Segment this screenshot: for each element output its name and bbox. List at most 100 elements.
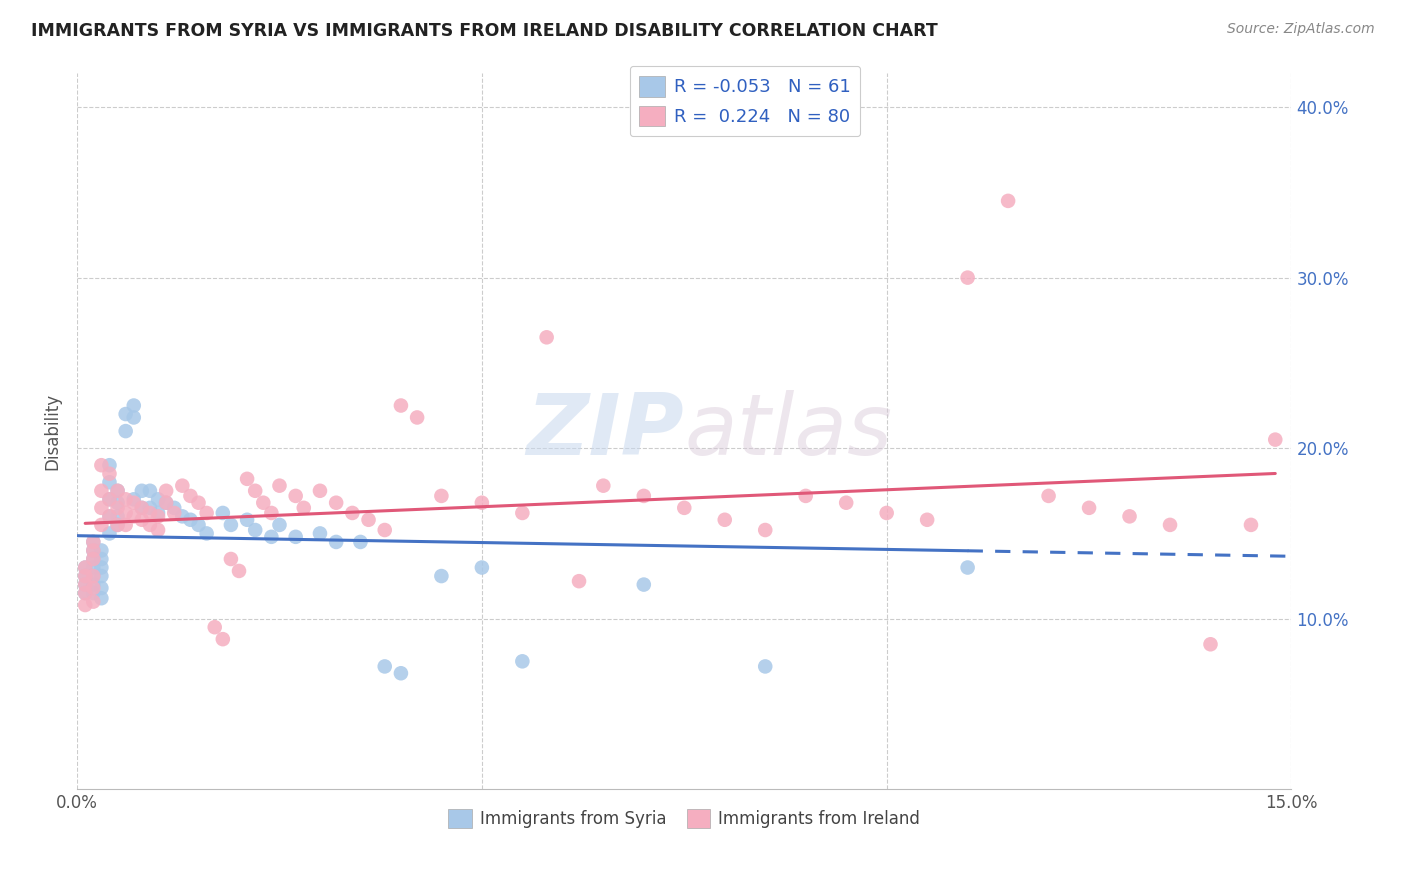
Point xyxy=(114,517,136,532)
Point xyxy=(75,569,97,583)
Point xyxy=(252,496,274,510)
Point xyxy=(107,517,129,532)
Point xyxy=(82,535,104,549)
Point xyxy=(309,483,332,498)
Point xyxy=(956,560,979,574)
Point xyxy=(107,500,129,515)
Point xyxy=(98,475,121,490)
Point xyxy=(122,496,145,510)
Point xyxy=(90,543,112,558)
Point xyxy=(131,513,153,527)
Point xyxy=(260,506,283,520)
Point xyxy=(155,496,177,510)
Point xyxy=(122,399,145,413)
Point xyxy=(82,543,104,558)
Y-axis label: Disability: Disability xyxy=(44,392,60,470)
Point xyxy=(754,523,776,537)
Point xyxy=(236,513,259,527)
Point xyxy=(389,666,412,681)
Point xyxy=(245,523,267,537)
Point xyxy=(98,492,121,507)
Point xyxy=(146,509,169,524)
Point xyxy=(1038,489,1060,503)
Point xyxy=(835,496,858,510)
Point xyxy=(374,659,396,673)
Point xyxy=(131,500,153,515)
Point xyxy=(592,478,614,492)
Text: atlas: atlas xyxy=(685,390,893,473)
Point xyxy=(82,594,104,608)
Point xyxy=(98,509,121,524)
Point xyxy=(325,496,347,510)
Point xyxy=(82,577,104,591)
Point xyxy=(146,506,169,520)
Point xyxy=(211,632,233,647)
Point xyxy=(75,586,97,600)
Point xyxy=(187,517,209,532)
Point xyxy=(179,489,201,503)
Point xyxy=(90,591,112,606)
Point xyxy=(114,424,136,438)
Point xyxy=(349,535,371,549)
Text: ZIP: ZIP xyxy=(527,390,685,473)
Point xyxy=(90,458,112,473)
Point xyxy=(1264,433,1286,447)
Point xyxy=(471,496,494,510)
Point xyxy=(195,526,218,541)
Point xyxy=(122,509,145,524)
Point xyxy=(269,478,291,492)
Point xyxy=(430,489,453,503)
Point xyxy=(536,330,558,344)
Point xyxy=(211,506,233,520)
Point xyxy=(204,620,226,634)
Point xyxy=(107,483,129,498)
Point xyxy=(179,513,201,527)
Point xyxy=(75,560,97,574)
Point xyxy=(82,569,104,583)
Point xyxy=(673,500,696,515)
Point xyxy=(139,483,162,498)
Point xyxy=(139,517,162,532)
Point xyxy=(1240,517,1263,532)
Point xyxy=(82,569,104,583)
Point xyxy=(195,506,218,520)
Point xyxy=(75,569,97,583)
Point xyxy=(139,500,162,515)
Point xyxy=(163,506,186,520)
Text: IMMIGRANTS FROM SYRIA VS IMMIGRANTS FROM IRELAND DISABILITY CORRELATION CHART: IMMIGRANTS FROM SYRIA VS IMMIGRANTS FROM… xyxy=(31,22,938,40)
Point xyxy=(292,500,315,515)
Point xyxy=(75,577,97,591)
Point xyxy=(75,586,97,600)
Point xyxy=(122,410,145,425)
Point xyxy=(915,513,938,527)
Point xyxy=(82,581,104,595)
Point xyxy=(90,560,112,574)
Point xyxy=(309,526,332,541)
Point xyxy=(633,577,655,591)
Point xyxy=(219,517,242,532)
Point xyxy=(90,569,112,583)
Point xyxy=(172,478,194,492)
Point xyxy=(98,467,121,481)
Point xyxy=(131,500,153,515)
Point xyxy=(82,560,104,574)
Point xyxy=(284,530,307,544)
Point xyxy=(90,500,112,515)
Point xyxy=(90,581,112,595)
Point xyxy=(146,492,169,507)
Point xyxy=(90,483,112,498)
Point xyxy=(512,506,534,520)
Point xyxy=(1159,517,1181,532)
Point xyxy=(114,407,136,421)
Point xyxy=(512,654,534,668)
Point xyxy=(139,506,162,520)
Point xyxy=(82,586,104,600)
Point xyxy=(98,492,121,507)
Point xyxy=(374,523,396,537)
Point xyxy=(82,552,104,566)
Point xyxy=(107,483,129,498)
Point xyxy=(754,659,776,673)
Point xyxy=(107,496,129,510)
Point xyxy=(75,598,97,612)
Point xyxy=(163,500,186,515)
